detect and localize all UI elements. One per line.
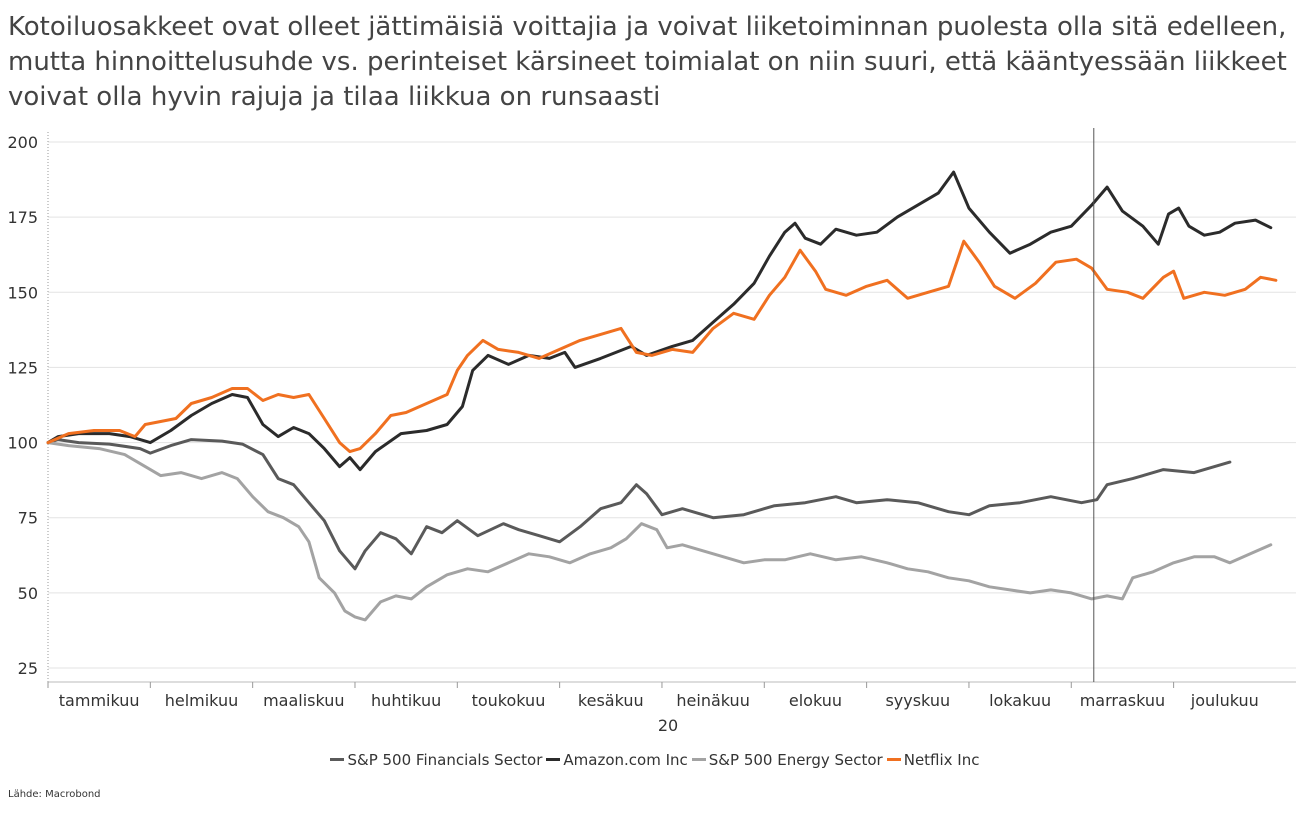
y-axis-ticks: 25 50 75 100 125 150 175 200 — [7, 133, 38, 678]
legend: S&P 500 Financials Sector Amazon.com Inc S… — [0, 751, 1310, 769]
y-tick-label: 150 — [7, 283, 38, 302]
source-note: Lähde: Macrobond — [8, 789, 101, 800]
y-tick-label: 25 — [18, 659, 38, 678]
series-line-amazon-com-inc — [46, 170, 1273, 472]
x-tick-label: syyskuu — [885, 691, 950, 710]
x-tick-label: helmikuu — [165, 691, 239, 710]
legend-label: Amazon.com Inc — [563, 751, 688, 769]
series-line-s-p-500-financials-sector — [46, 438, 1232, 571]
x-tick-label: joulukuu — [1190, 691, 1259, 710]
series-layer — [46, 170, 1278, 622]
x-tick-label: tammikuu — [59, 691, 140, 710]
x-tick-label: toukokuu — [472, 691, 546, 710]
legend-swatch — [886, 758, 901, 761]
x-axis-year-label: 20 — [658, 716, 678, 735]
y-tick-label: 125 — [7, 358, 38, 377]
y-tick-label: 175 — [7, 208, 38, 227]
x-tick-label: kesäkuu — [578, 691, 644, 710]
legend-swatch — [691, 758, 706, 761]
legend-label: Netflix Inc — [903, 751, 980, 769]
legend-item: S&P 500 Energy Sector — [691, 751, 883, 769]
legend-label: S&P 500 Energy Sector — [708, 751, 883, 769]
chart-title-line-2: mutta hinnoittelusuhde vs. perinteiset k… — [8, 47, 1287, 77]
legend-swatch — [546, 758, 561, 761]
x-tick-label: lokakuu — [989, 691, 1051, 710]
series-line-netflix-inc — [46, 239, 1278, 454]
chart-title-line-1: Kotoiluosakkeet ovat olleet jättimäisiä … — [8, 12, 1287, 42]
legend-swatch — [330, 758, 345, 761]
y-tick-label: 200 — [7, 133, 38, 152]
x-tick-label: huhtikuu — [371, 691, 441, 710]
y-tick-label: 100 — [7, 434, 38, 453]
series-line-s-p-500-energy-sector — [46, 441, 1273, 622]
grid-lines — [47, 132, 1296, 683]
legend-item: Netflix Inc — [886, 751, 980, 769]
chart-title-line-3: voivat olla hyvin rajuja ja tilaa liikku… — [8, 82, 661, 112]
y-tick-label: 50 — [18, 584, 38, 603]
x-tick-label: marraskuu — [1080, 691, 1165, 710]
legend-label: S&P 500 Financials Sector — [347, 751, 543, 769]
x-tick-label: maaliskuu — [263, 691, 344, 710]
x-tick-label: heinäkuu — [676, 691, 749, 710]
legend-item: Amazon.com Inc — [546, 751, 688, 769]
chart-title: Kotoiluosakkeet ovat olleet jättimäisiä … — [8, 10, 1303, 115]
y-tick-label: 75 — [18, 509, 38, 528]
x-tick-label: elokuu — [789, 691, 842, 710]
legend-item: S&P 500 Financials Sector — [330, 751, 542, 769]
x-axis-ticks: tammikuu helmikuu maaliskuu huhtikuu toukoku… — [47, 682, 1259, 710]
